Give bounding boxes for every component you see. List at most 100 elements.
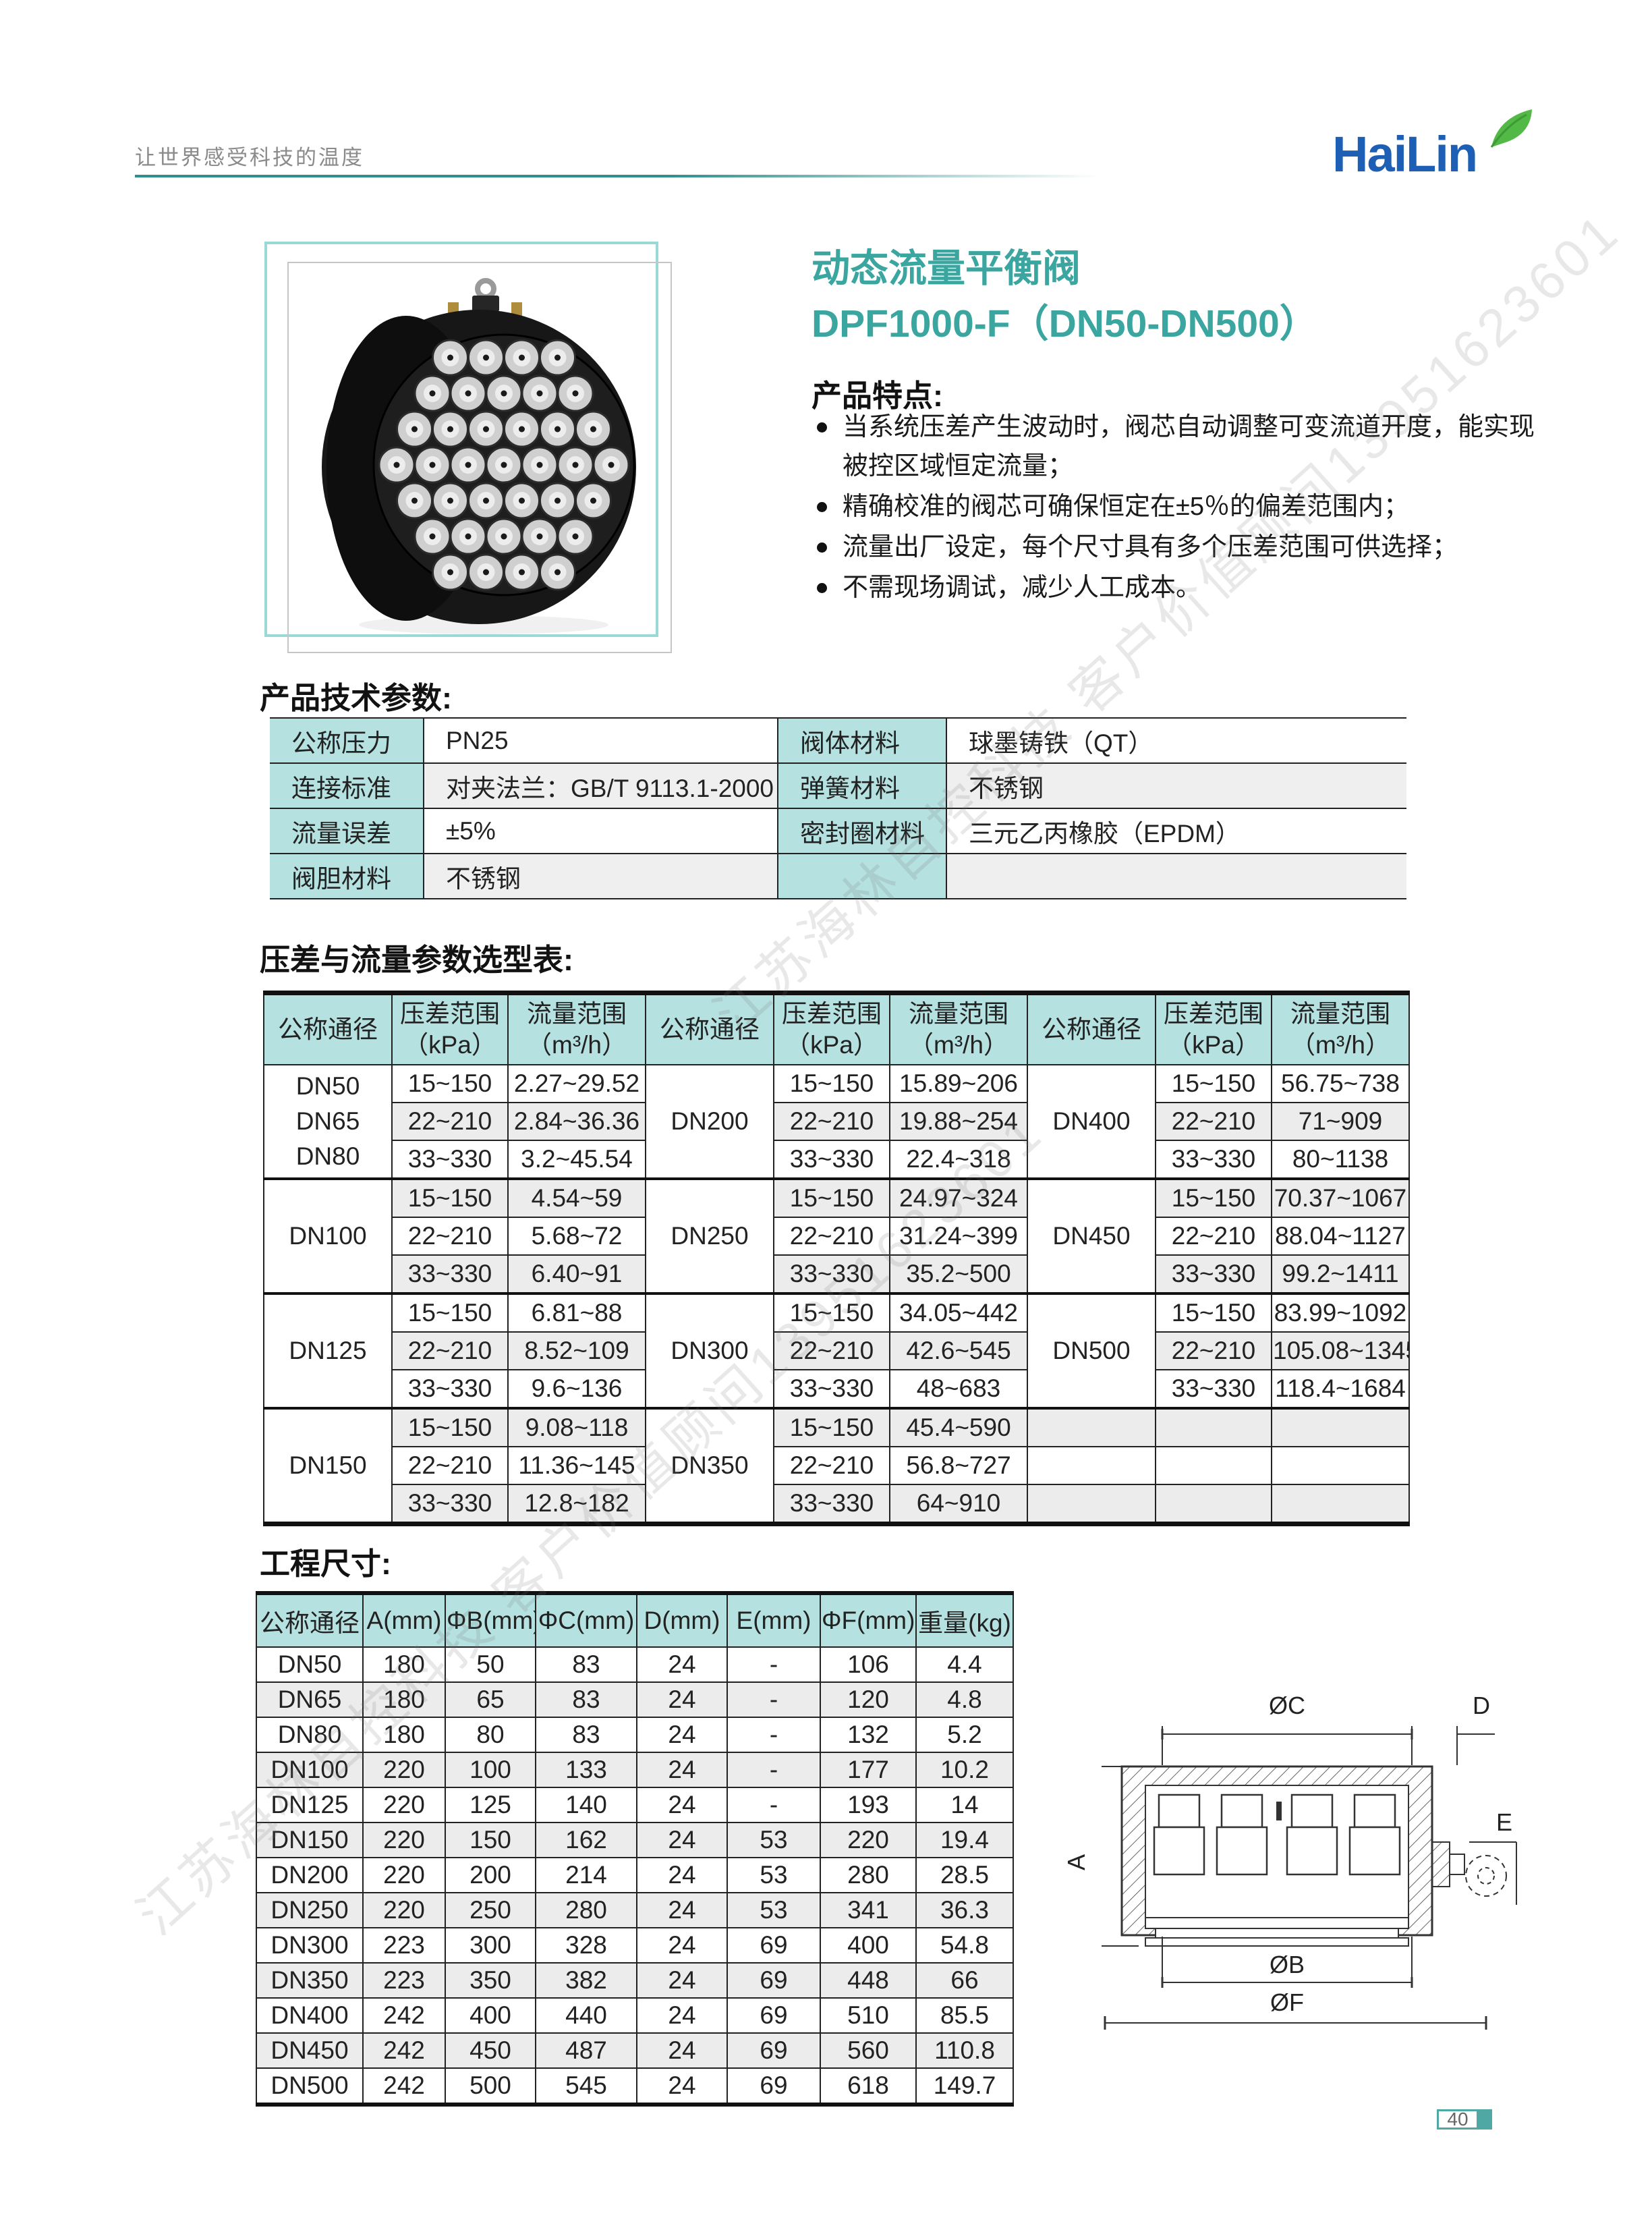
- flow-range-cell: 3.2~45.54: [507, 1140, 646, 1179]
- pressure-range-cell: 15~150: [1155, 1292, 1272, 1333]
- dims-header-cell: 重量(kg): [915, 1592, 1014, 1648]
- tech-label: 阀体材料: [777, 717, 947, 764]
- flow-range-cell: [1271, 1446, 1410, 1485]
- pressure-range-cell: 22~210: [391, 1446, 509, 1485]
- dims-value-cell: 24: [636, 1752, 728, 1788]
- flow-range-cell: 24.97~324: [889, 1177, 1028, 1218]
- tech-label: 阀胆材料: [270, 853, 424, 899]
- selection-row: 22~210 11.36~145 22~210 56.8~727: [264, 1446, 1410, 1485]
- flow-range-cell: 2.27~29.52: [507, 1064, 646, 1103]
- flow-range-cell: 35.2~500: [889, 1254, 1028, 1294]
- tech-params-table: 公称压力 PN25 阀体材料 球墨铸铁（QT） 连接标准 对夹法兰：GB/T 9113.1…: [270, 717, 1406, 899]
- features-heading: 产品特点:: [811, 379, 943, 413]
- dn-cell: DN100: [263, 1177, 393, 1294]
- dims-value-cell: 242: [362, 2067, 446, 2105]
- dims-dn-cell: DN300: [256, 1927, 364, 1964]
- pressure-range-cell: 15~150: [391, 1177, 509, 1218]
- product-model: DPF1000-F（DN50-DN500）: [811, 302, 1318, 345]
- tech-value: PN25: [424, 717, 778, 764]
- dims-value-cell: -: [727, 1717, 821, 1753]
- dims-row: DN125 220 125 140 24-193 14: [256, 1787, 1014, 1823]
- flow-range-cell: 64~910: [889, 1484, 1028, 1525]
- dims-dn-cell: DN65: [256, 1681, 364, 1718]
- pressure-range-cell: 33~330: [1155, 1140, 1272, 1179]
- dims-value-cell: 200: [445, 1857, 536, 1893]
- dim-label-ob: ØB: [1270, 1951, 1305, 1978]
- dims-dn-cell: DN200: [256, 1857, 364, 1893]
- pressure-range-cell: 33~330: [391, 1369, 509, 1409]
- dims-value-cell: 220: [820, 1822, 917, 1858]
- selection-row: 33~330 3.2~45.54 33~330 22.4~318 33~330 80~11…: [264, 1140, 1410, 1179]
- tech-label: 密封圈材料: [777, 808, 947, 854]
- dims-value-cell: 100: [445, 1752, 536, 1788]
- dims-row: DN50 180 50 83 24-106 4.4: [256, 1646, 1014, 1683]
- dn-cell: DN300: [645, 1292, 774, 1409]
- tech-params-heading: 产品技术参数:: [260, 681, 452, 715]
- dims-header-cell: D(mm): [636, 1592, 728, 1648]
- dim-label-d: D: [1473, 1692, 1490, 1719]
- tech-value: 三元乙丙橡胶（EPDM）: [946, 808, 1406, 854]
- dims-value-cell: -: [727, 1752, 821, 1788]
- dims-value-cell: 180: [362, 1717, 446, 1753]
- dims-value-cell: 24: [636, 2032, 728, 2069]
- flow-range-cell: [1271, 1484, 1410, 1525]
- dims-dn-cell: DN250: [256, 1892, 364, 1928]
- dims-value-cell: 83: [535, 1717, 637, 1753]
- dn-cell: DN150: [263, 1407, 393, 1525]
- tech-label: 弹簧材料: [777, 762, 947, 809]
- dims-value-cell: 24: [636, 1927, 728, 1964]
- dims-value-cell: 133: [535, 1752, 637, 1788]
- dims-row: DN500 242 500 545 24 69 618 149.7: [256, 2067, 1014, 2105]
- dn-cell: DN350: [645, 1407, 774, 1525]
- pressure-range-cell: 22~210: [773, 1102, 890, 1141]
- dims-value-cell: 132: [820, 1717, 917, 1753]
- dims-value-cell: 69: [727, 2032, 821, 2069]
- dims-value-cell: 214: [535, 1857, 637, 1893]
- tech-label: [777, 853, 947, 899]
- dims-value-cell: 69: [727, 1927, 821, 1964]
- dims-row: DN100 220 100 133 24-177 10.2: [256, 1752, 1014, 1788]
- dn-cell: DN125: [263, 1292, 393, 1409]
- dn-empty-cell: [1027, 1446, 1156, 1485]
- dims-dn-cell: DN350: [256, 1962, 364, 1999]
- dims-value-cell: 24: [636, 1822, 728, 1858]
- dims-value-cell: 83: [535, 1646, 637, 1683]
- flow-range-cell: 6.81~88: [507, 1292, 646, 1333]
- col-header-dp: 压差范围 （kPa）: [391, 992, 509, 1065]
- lifting-eye-icon: [475, 278, 496, 300]
- dims-value-cell: 24: [636, 1857, 728, 1893]
- dims-dn-cell: DN500: [256, 2067, 364, 2105]
- dims-header-cell: 公称通径: [256, 1592, 364, 1648]
- dims-value-cell: 180: [362, 1646, 446, 1683]
- company-logo: HaiLin: [1332, 109, 1548, 213]
- dims-value-cell: 220: [362, 1822, 446, 1858]
- pressure-range-cell: 33~330: [391, 1140, 509, 1179]
- feature-item: 当系统压差产生波动时，阀芯自动调整可变流道开度，能实现被控区域恒定流量；: [811, 408, 1547, 486]
- pressure-range-cell: 33~330: [773, 1484, 890, 1525]
- flow-range-cell: 9.08~118: [507, 1407, 646, 1447]
- selection-row: 33~330 12.8~182 33~330 64~910: [264, 1484, 1410, 1525]
- pressure-range-cell: 15~150: [391, 1407, 509, 1447]
- dn-cell: DN50 DN65 DN80: [263, 1064, 393, 1179]
- dims-value-cell: 69: [727, 2067, 821, 2105]
- dims-value-cell: 220: [362, 1787, 446, 1823]
- pressure-range-cell: 15~150: [773, 1177, 890, 1218]
- dims-dn-cell: DN125: [256, 1787, 364, 1823]
- dims-value-cell: 545: [535, 2067, 637, 2105]
- dims-value-cell: 24: [636, 1787, 728, 1823]
- dims-value-cell: 162: [535, 1822, 637, 1858]
- tech-value: 对夹法兰：GB/T 9113.1-2000: [424, 762, 778, 809]
- flow-range-cell: 31.24~399: [889, 1217, 1028, 1256]
- dn-cell: DN200: [645, 1064, 774, 1179]
- dims-value-cell: 193: [820, 1787, 917, 1823]
- flow-range-cell: 34.05~442: [889, 1292, 1028, 1333]
- dims-value-cell: 220: [362, 1752, 446, 1788]
- dims-value-cell: 24: [636, 1646, 728, 1683]
- dims-value-cell: 66: [915, 1962, 1014, 1999]
- selection-row: DN100 15~150 4.54~59 DN250 15~150 24.97~324 DN…: [263, 1177, 1410, 1294]
- dims-value-cell: 328: [535, 1927, 637, 1964]
- dims-row: DN200 220 200 214 24 53 280 28.5: [256, 1857, 1014, 1893]
- dims-value-cell: 510: [820, 1997, 917, 2034]
- col-header-dp: 压差范围 （kPa）: [773, 992, 890, 1065]
- dims-value-cell: 19.4: [915, 1822, 1014, 1858]
